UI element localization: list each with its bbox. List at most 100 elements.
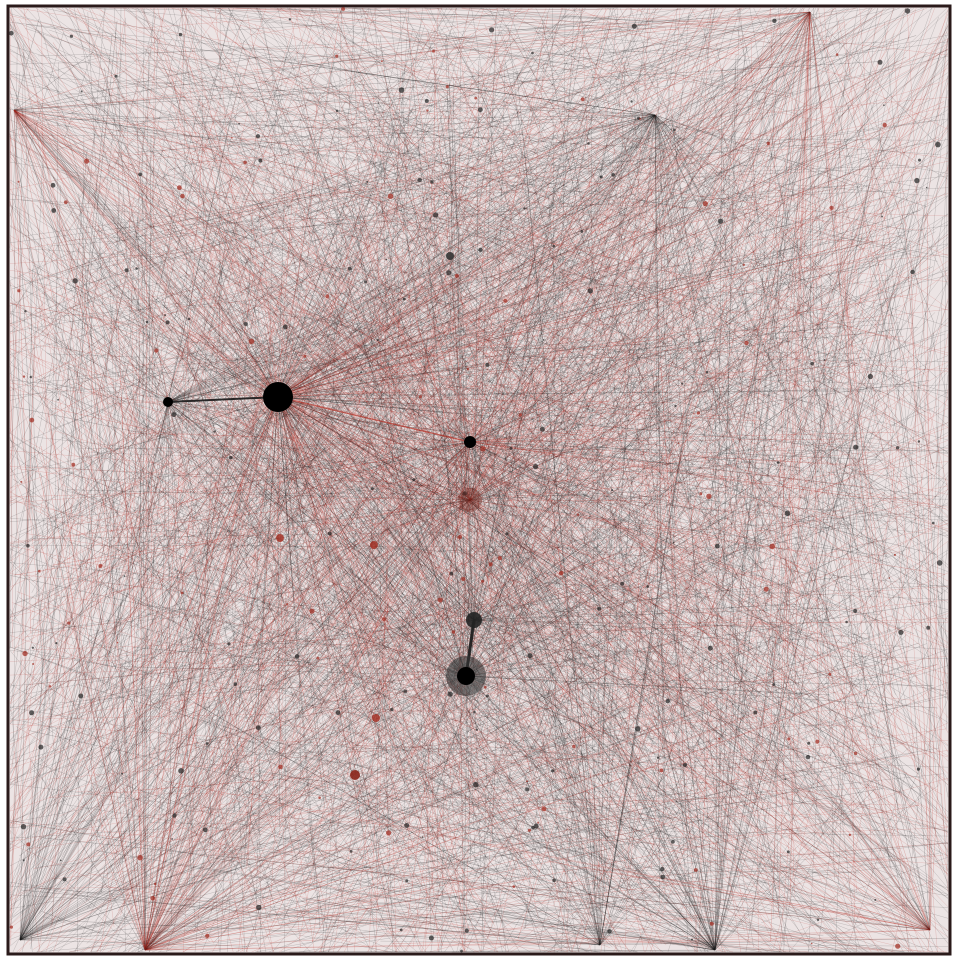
node xyxy=(78,694,83,699)
node xyxy=(341,7,345,11)
node xyxy=(868,374,873,379)
node xyxy=(828,673,831,676)
node xyxy=(231,137,233,139)
node xyxy=(425,99,429,103)
node xyxy=(484,686,487,689)
node xyxy=(171,412,176,417)
node xyxy=(286,603,288,605)
node xyxy=(914,178,919,183)
node xyxy=(678,443,680,445)
node xyxy=(772,683,775,686)
node xyxy=(587,142,590,145)
node xyxy=(660,769,664,773)
node xyxy=(276,534,284,542)
node xyxy=(51,183,56,188)
node xyxy=(179,33,182,36)
node xyxy=(24,310,26,312)
node xyxy=(55,642,57,644)
node xyxy=(526,780,528,782)
node xyxy=(611,489,613,491)
node xyxy=(572,745,576,749)
node xyxy=(512,885,515,888)
node xyxy=(163,397,173,407)
node xyxy=(810,362,814,366)
node xyxy=(718,738,720,740)
node xyxy=(38,570,41,573)
node xyxy=(715,544,720,549)
node xyxy=(388,194,393,199)
node xyxy=(335,55,338,58)
node xyxy=(620,582,624,586)
node xyxy=(73,278,78,283)
node xyxy=(446,85,449,88)
node xyxy=(905,8,910,13)
node xyxy=(486,695,489,698)
node xyxy=(935,142,941,148)
node xyxy=(660,867,664,871)
node xyxy=(51,208,56,213)
node xyxy=(461,577,465,581)
node xyxy=(278,765,283,770)
node xyxy=(400,929,403,932)
node xyxy=(382,617,386,621)
node xyxy=(489,562,493,566)
node xyxy=(836,53,839,56)
node xyxy=(422,836,424,838)
node xyxy=(660,875,665,880)
node xyxy=(926,626,930,630)
node xyxy=(551,769,554,772)
node xyxy=(829,206,833,210)
node xyxy=(372,714,380,722)
node xyxy=(708,646,713,651)
page: (() => { const ns = 'http://www.w3.org/2… xyxy=(0,0,953,960)
node xyxy=(84,159,89,164)
node xyxy=(464,436,476,448)
node xyxy=(635,726,640,731)
node xyxy=(124,575,126,577)
node xyxy=(552,879,556,883)
node xyxy=(390,708,393,711)
node xyxy=(769,544,775,550)
node xyxy=(764,587,769,592)
node xyxy=(510,447,513,450)
node xyxy=(432,50,435,53)
node xyxy=(325,294,329,298)
node xyxy=(767,142,770,145)
node xyxy=(519,413,523,417)
node xyxy=(854,752,857,755)
node xyxy=(473,782,479,788)
node xyxy=(480,446,485,451)
node xyxy=(258,159,262,163)
node xyxy=(316,657,319,660)
node xyxy=(438,598,443,603)
node xyxy=(70,35,73,38)
node xyxy=(674,405,676,407)
node xyxy=(523,207,525,209)
node xyxy=(455,274,459,278)
node xyxy=(537,822,539,824)
node xyxy=(646,585,649,588)
node xyxy=(525,787,529,791)
node xyxy=(146,321,149,324)
node xyxy=(744,341,748,345)
node xyxy=(366,181,368,183)
node-halo xyxy=(458,488,482,512)
node xyxy=(580,230,583,233)
node xyxy=(597,607,601,611)
node xyxy=(815,740,819,744)
node xyxy=(295,654,299,658)
node xyxy=(404,690,407,693)
node xyxy=(785,511,791,517)
node xyxy=(135,267,138,270)
node xyxy=(460,950,463,953)
node xyxy=(310,609,315,614)
node xyxy=(81,90,83,92)
node xyxy=(845,621,848,624)
node xyxy=(164,314,166,316)
node xyxy=(528,829,531,832)
node xyxy=(531,52,534,55)
node xyxy=(457,667,475,685)
node xyxy=(874,899,876,901)
node xyxy=(691,939,693,941)
node xyxy=(588,288,593,293)
